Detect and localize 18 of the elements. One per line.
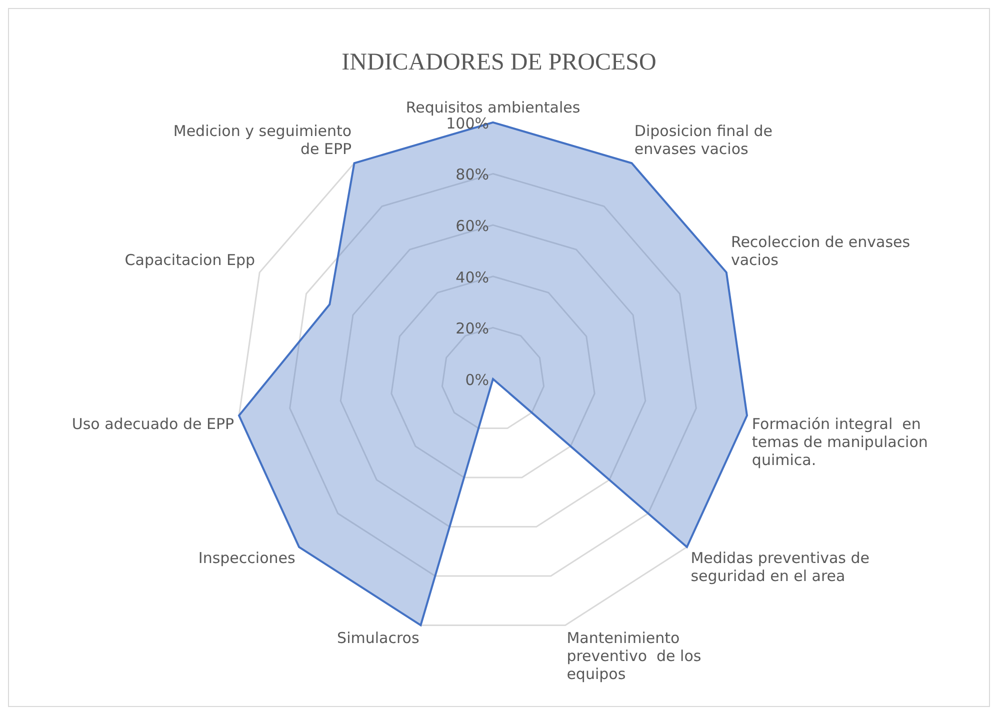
spoke-label: Diposicion final de envases vacios	[634, 122, 773, 158]
spoke-label: Recoleccion de envases vacios	[730, 233, 910, 270]
spoke-label: Inspecciones	[198, 549, 296, 568]
y-tick-label: 40%	[456, 268, 489, 286]
spoke-label: Capacitacion Epp	[124, 251, 256, 270]
y-tick-label: 60%	[456, 216, 489, 235]
y-tick-label: 20%	[456, 320, 489, 338]
spoke-label: Simulacros	[337, 628, 420, 647]
y-tick-label: 80%	[456, 166, 489, 184]
spoke-label: Formación integral en temas de manipulacion quimica.	[752, 415, 928, 470]
spoke-label: Mantenimiento preventivo de los equipos	[566, 628, 702, 683]
spoke-label: Uso adecuado de EPP	[72, 415, 234, 434]
y-tick-label: 100%	[446, 114, 489, 132]
chart-title: INDICADORES DE PROCESO	[342, 50, 656, 76]
spoke-label: Medidas preventivas de seguridad en el area	[690, 549, 870, 586]
y-tick-label: 0%	[465, 370, 489, 389]
spoke-label: Medicion y seguimiento de EPP	[173, 122, 352, 158]
spoke-label: Requisitos ambientales	[406, 98, 580, 116]
